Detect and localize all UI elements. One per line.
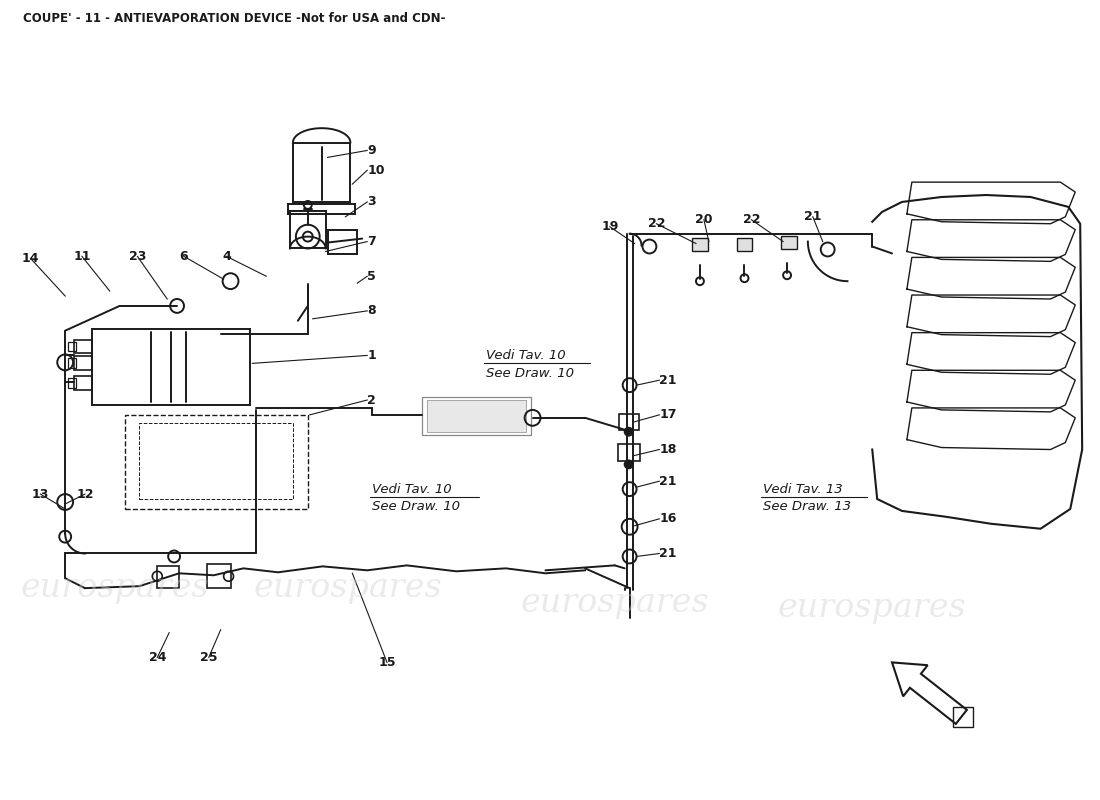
Text: eurospares: eurospares — [778, 592, 967, 624]
Bar — [207, 564, 231, 588]
Text: eurospares: eurospares — [253, 572, 442, 604]
Text: 15: 15 — [378, 656, 396, 669]
Bar — [781, 236, 798, 250]
Bar — [427, 400, 526, 432]
Text: 23: 23 — [129, 250, 146, 263]
Bar — [288, 204, 355, 214]
Text: 18: 18 — [659, 443, 676, 456]
Text: 21: 21 — [659, 474, 676, 488]
Circle shape — [625, 461, 632, 468]
Text: 11: 11 — [74, 250, 91, 263]
Text: 20: 20 — [695, 214, 713, 226]
Bar — [157, 566, 179, 588]
Text: Vedi Tav. 10: Vedi Tav. 10 — [372, 482, 452, 496]
Bar — [618, 443, 639, 462]
Bar — [92, 329, 251, 405]
Text: 7: 7 — [367, 235, 376, 248]
Bar — [293, 142, 351, 202]
Text: 24: 24 — [148, 651, 166, 664]
Bar — [124, 415, 308, 509]
Text: 21: 21 — [659, 374, 676, 386]
Text: 21: 21 — [804, 210, 822, 223]
Text: 8: 8 — [367, 304, 376, 318]
Text: 21: 21 — [659, 547, 676, 560]
Bar — [68, 342, 76, 351]
Bar — [328, 230, 358, 254]
Text: 2: 2 — [367, 394, 376, 406]
Text: 25: 25 — [200, 651, 218, 664]
Text: 5: 5 — [367, 270, 376, 282]
Bar — [68, 378, 76, 388]
Text: 22: 22 — [648, 218, 666, 230]
Bar — [74, 376, 92, 390]
Text: 4: 4 — [222, 250, 231, 263]
Text: 16: 16 — [659, 512, 676, 526]
Text: See Draw. 13: See Draw. 13 — [763, 501, 851, 514]
Text: Vedi Tav. 10: Vedi Tav. 10 — [486, 349, 565, 362]
Text: 17: 17 — [659, 408, 676, 422]
Text: 14: 14 — [22, 252, 40, 265]
Text: eurospares: eurospares — [21, 572, 209, 604]
Bar — [68, 358, 76, 368]
Circle shape — [625, 428, 632, 436]
Text: 12: 12 — [76, 487, 94, 501]
Bar — [140, 422, 293, 499]
Bar — [692, 238, 708, 251]
Text: See Draw. 10: See Draw. 10 — [372, 501, 460, 514]
Text: 10: 10 — [367, 164, 385, 177]
Bar — [290, 211, 326, 249]
FancyArrow shape — [892, 662, 967, 724]
Bar — [737, 238, 752, 251]
Text: 22: 22 — [742, 214, 760, 226]
Text: See Draw. 10: See Draw. 10 — [486, 366, 574, 380]
Bar — [954, 707, 974, 726]
Bar — [618, 414, 638, 430]
Bar — [421, 397, 530, 434]
Text: 3: 3 — [367, 195, 376, 209]
Text: 19: 19 — [601, 220, 618, 234]
Text: COUPE' - 11 - ANTIEVAPORATION DEVICE -Not for USA and CDN-: COUPE' - 11 - ANTIEVAPORATION DEVICE -No… — [23, 12, 446, 25]
Text: eurospares: eurospares — [520, 587, 710, 619]
Text: 6: 6 — [179, 250, 188, 263]
Bar — [74, 357, 92, 370]
Text: 1: 1 — [367, 349, 376, 362]
Text: 13: 13 — [32, 487, 50, 501]
Bar — [74, 339, 92, 354]
Text: 9: 9 — [367, 144, 376, 157]
Text: Vedi Tav. 13: Vedi Tav. 13 — [763, 482, 843, 496]
